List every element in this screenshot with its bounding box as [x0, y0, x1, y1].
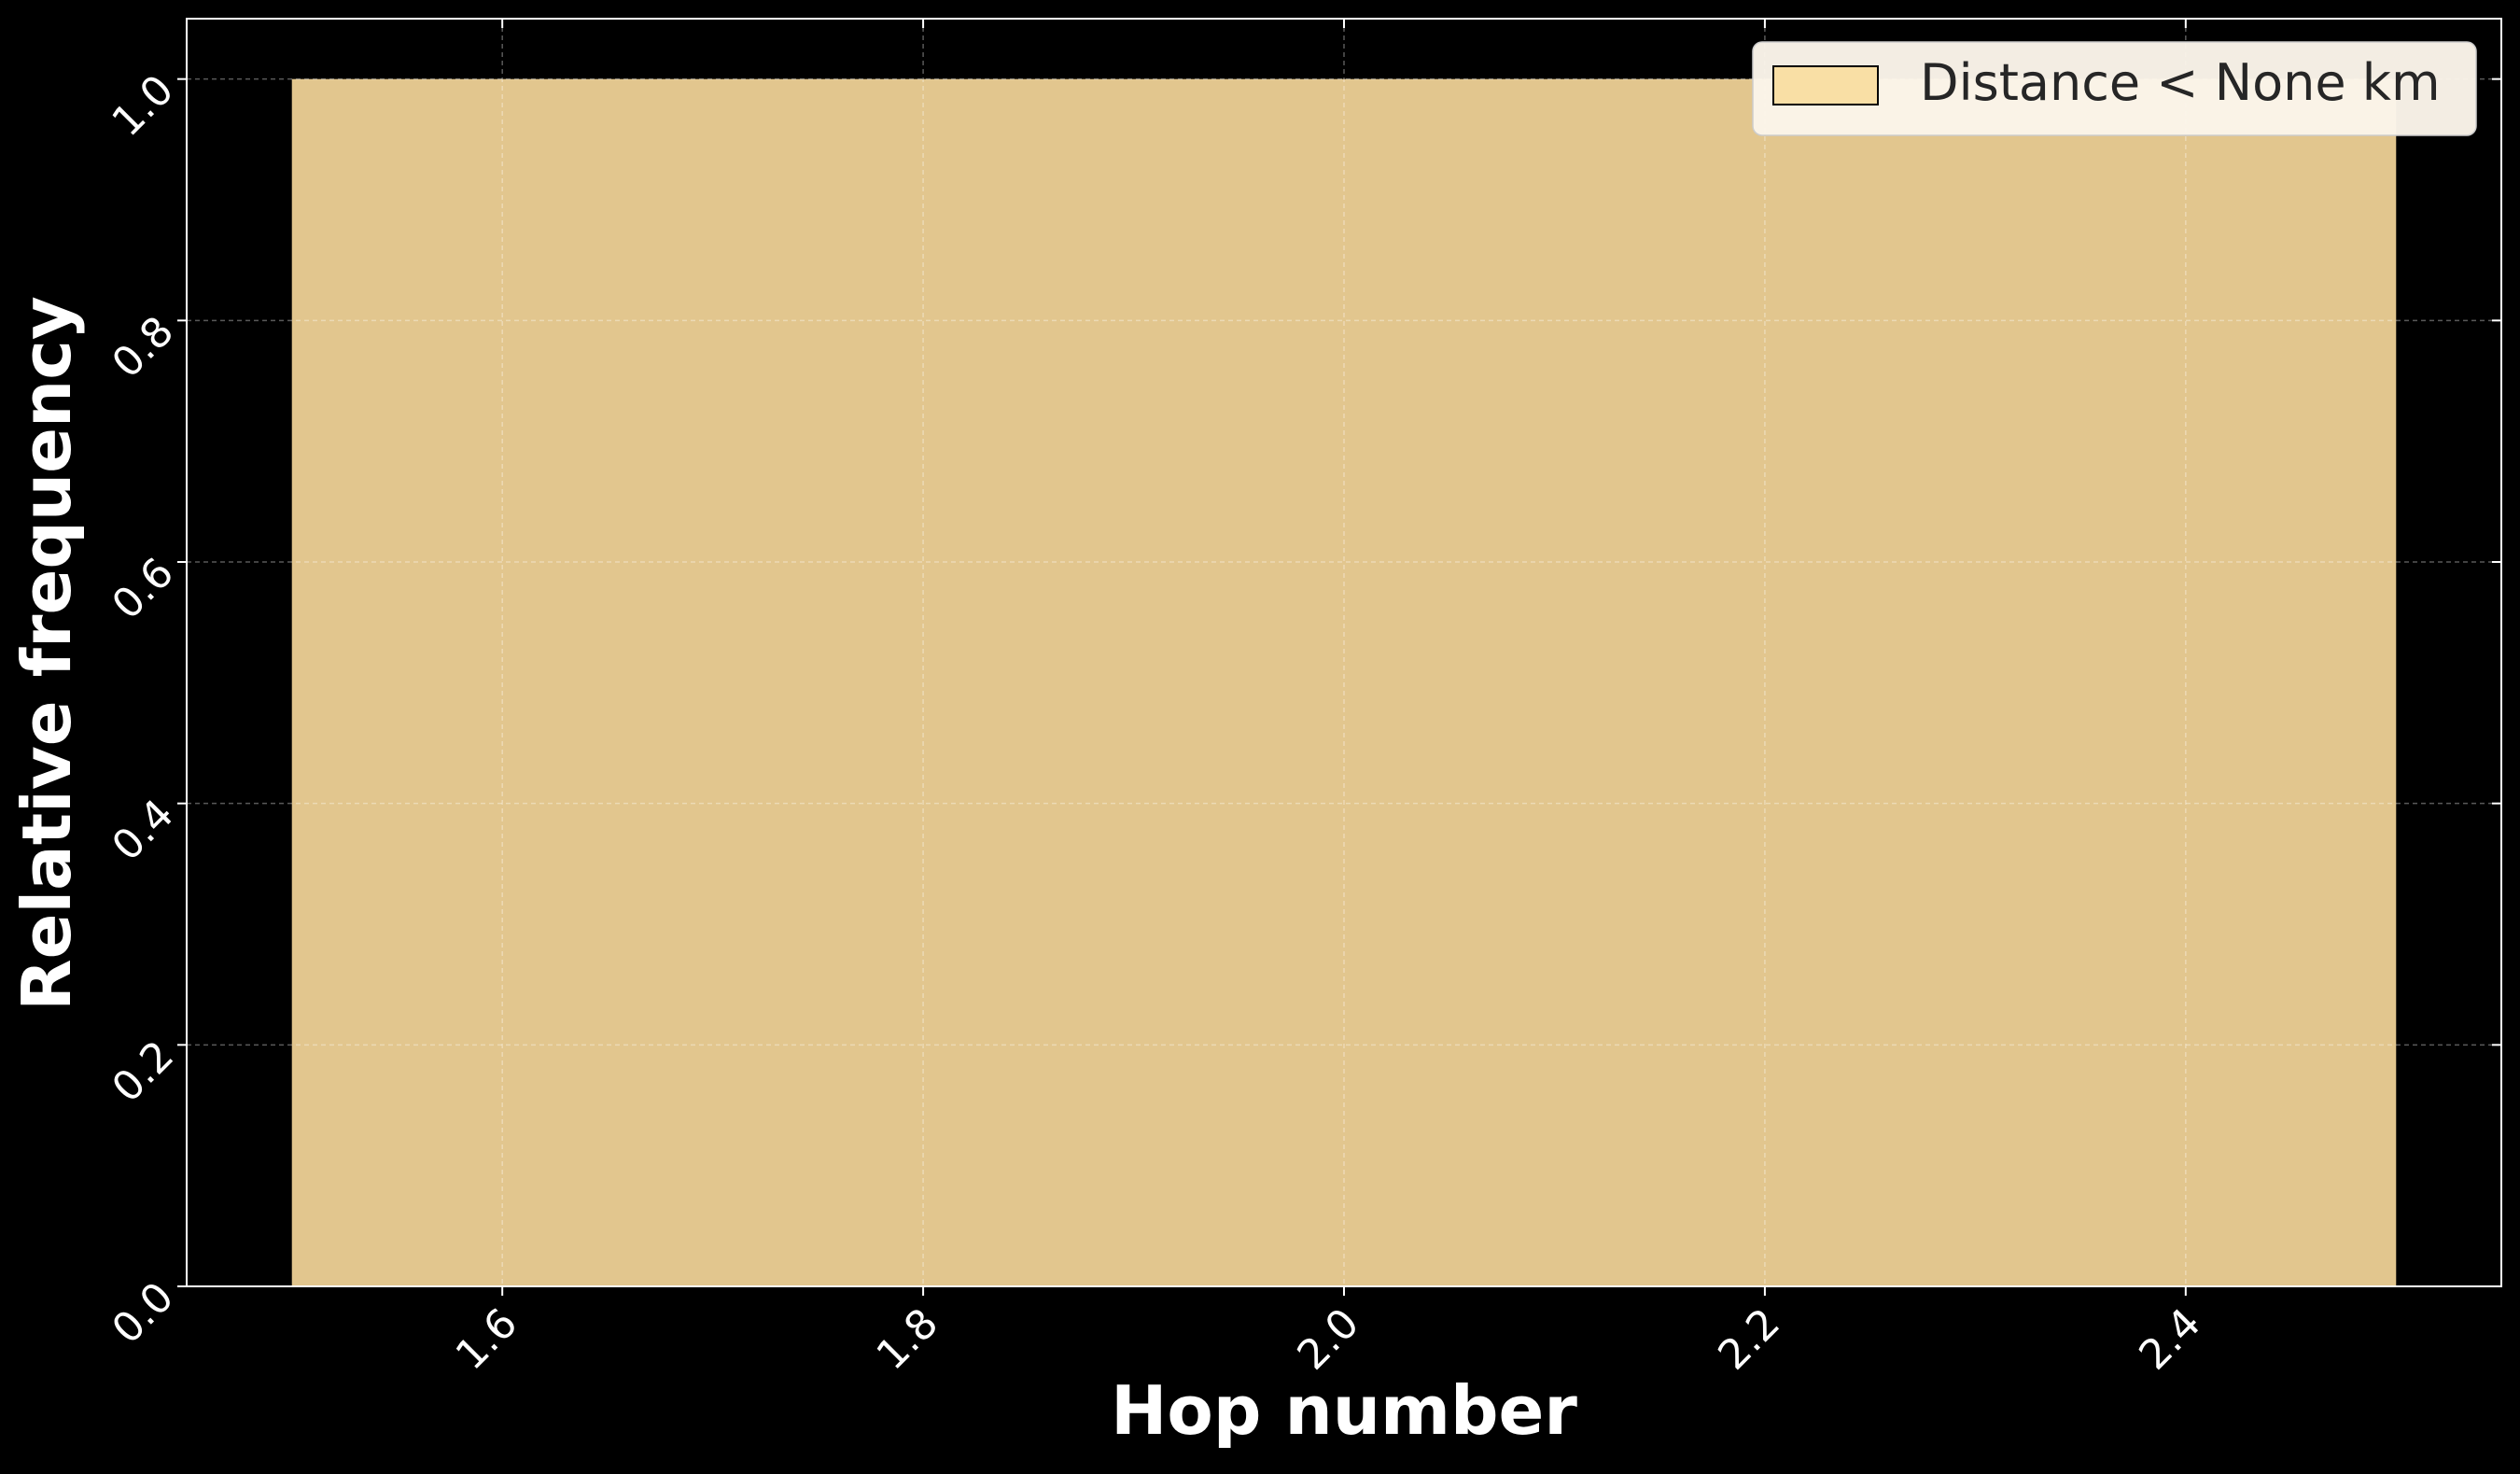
legend-patch: [1772, 65, 1879, 105]
legend-entry-label: Distance < None km: [1920, 53, 2441, 112]
y-axis-label: Relative frequency: [7, 296, 86, 1011]
legend-box: [1752, 41, 2477, 136]
grid-layer: [187, 19, 2501, 1287]
legend: Distance < None km: [1752, 41, 2477, 136]
bar-0: [291, 78, 2397, 1287]
bars-layer: [291, 78, 2397, 1287]
x-axis-label: Hop number: [1111, 1371, 1577, 1450]
